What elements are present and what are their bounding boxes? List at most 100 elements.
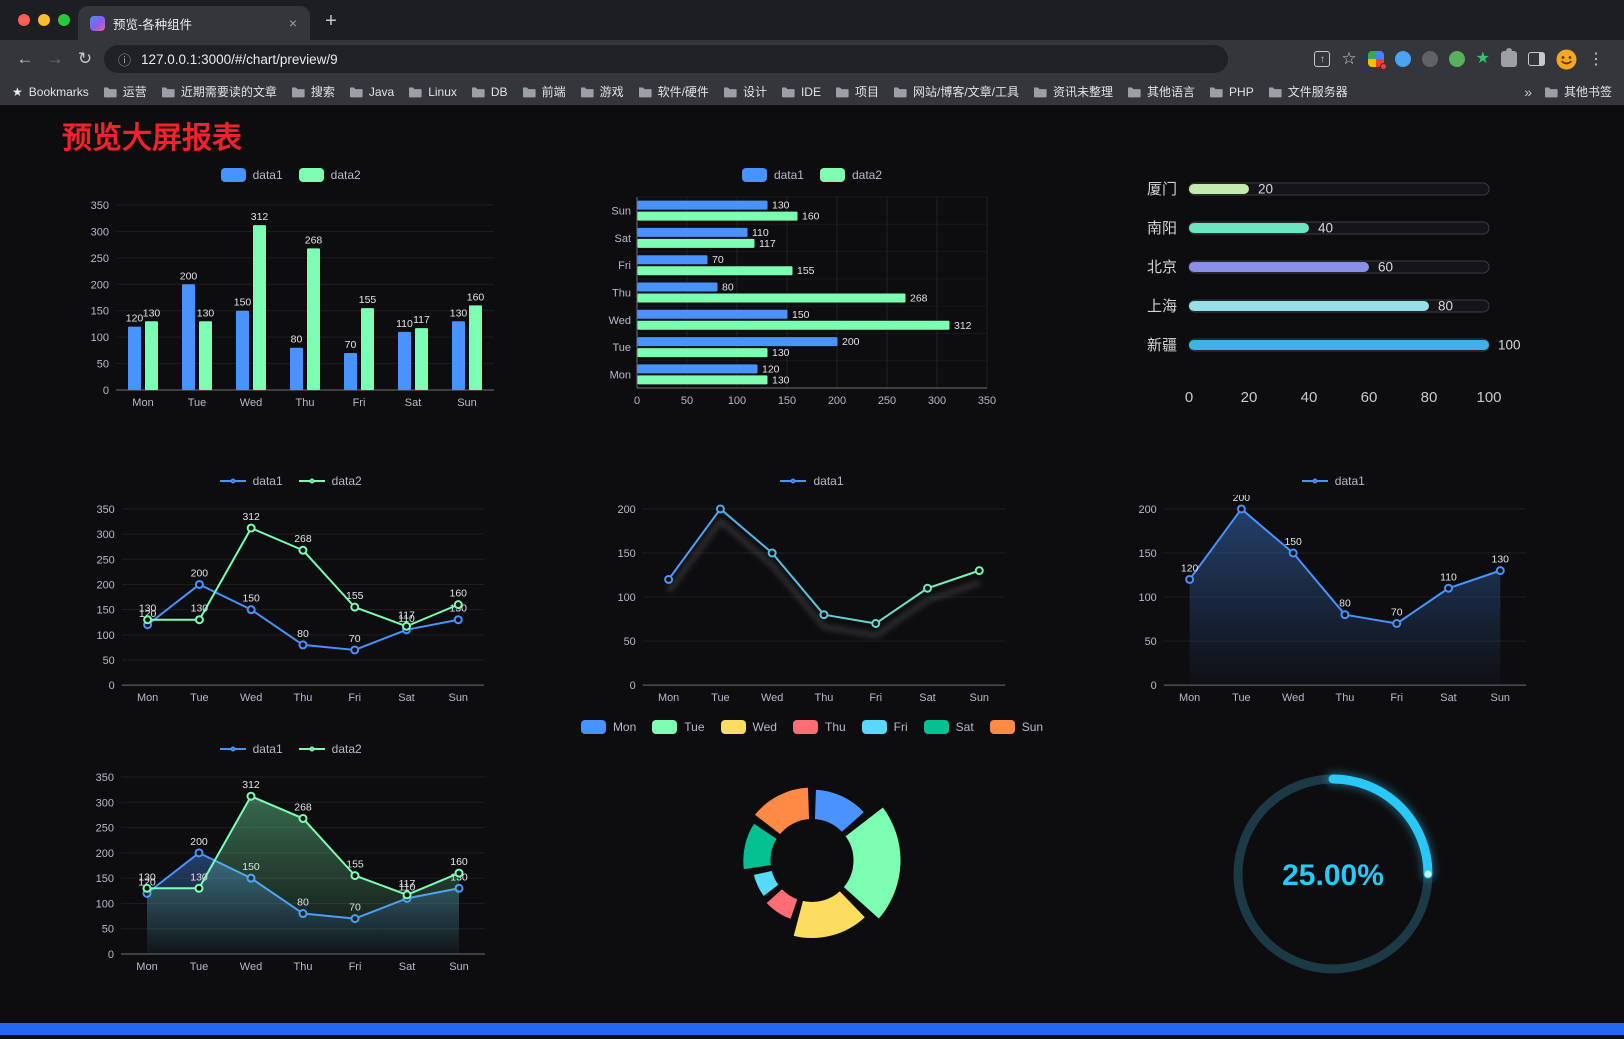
bookmark-folder-item[interactable]: IDE — [781, 83, 821, 100]
svg-text:0: 0 — [634, 395, 640, 407]
legend-marker-icon — [792, 720, 818, 734]
bookmark-folder-item[interactable]: 网站/博客/文章/工具 — [893, 83, 1019, 100]
chart-rose-pie: Mon Tue Wed Thu Fri Sat Sun — [551, 709, 1072, 1039]
svg-text:50: 50 — [681, 395, 693, 407]
legend-item-data1[interactable]: data1 — [780, 474, 844, 488]
chart-legend: data1 — [780, 471, 844, 491]
bookmark-folder-item[interactable]: 运营 — [103, 83, 147, 100]
svg-text:Thu: Thu — [612, 288, 631, 300]
bookmark-label: 近期需要读的文章 — [180, 85, 277, 99]
svg-text:150: 150 — [95, 873, 113, 885]
dark-circle-extension-icon[interactable] — [1421, 51, 1438, 67]
other-bookmarks-folder[interactable]: 其他书签 — [1544, 83, 1612, 100]
legend-item-Sun[interactable]: Sun — [989, 720, 1043, 734]
sidebar-toggle-icon[interactable] — [1528, 52, 1545, 66]
legend-marker-icon — [298, 746, 325, 752]
legend-item-data1[interactable]: data1 — [219, 474, 283, 488]
svg-text:110: 110 — [398, 614, 415, 625]
bookmark-label: Bookmarks — [28, 84, 89, 99]
forward-button[interactable]: → — [46, 49, 64, 68]
legend-marker-icon — [923, 720, 949, 734]
svg-text:130: 130 — [772, 347, 790, 359]
url-text: 127.0.0.1:3000/#/chart/preview/9 — [141, 51, 338, 67]
toolbar-right-icons: ↑ ☆ ★ ⋮ — [1314, 48, 1614, 70]
browser-tab[interactable]: 预览-各种组件 × — [78, 6, 310, 40]
menu-icon[interactable]: ⋮ — [1588, 51, 1604, 68]
address-bar[interactable]: ⓘ 127.0.0.1:3000/#/chart/preview/9 — [104, 45, 1228, 73]
bookmark-folder-item[interactable]: 其他语言 — [1127, 83, 1195, 100]
folder-icon — [1210, 87, 1223, 97]
legend-item-data1[interactable]: data1 — [1301, 474, 1365, 488]
svg-text:Wed: Wed — [239, 961, 261, 973]
folder-icon — [409, 87, 422, 97]
extensions-puzzle-icon[interactable] — [1501, 48, 1517, 67]
bookmarks-right: » 其他书签 — [1524, 83, 1612, 100]
svg-text:250: 250 — [90, 253, 108, 265]
share-icon[interactable]: ↑ — [1314, 51, 1331, 67]
legend-item-Thu[interactable]: Thu — [792, 720, 846, 734]
bookmark-folder-item[interactable]: 资讯未整理 — [1033, 83, 1113, 100]
svg-text:160: 160 — [802, 211, 820, 223]
bookmarks-overflow-chevron[interactable]: » — [1524, 83, 1532, 100]
site-info-icon[interactable]: ⓘ — [118, 52, 132, 68]
maximize-window-button[interactable] — [58, 14, 70, 26]
bookmark-label: IDE — [800, 84, 821, 99]
svg-text:Sun: Sun — [448, 692, 467, 704]
legend-item-Sat[interactable]: Sat — [923, 720, 974, 734]
profile-avatar[interactable] — [1556, 49, 1577, 70]
legend-item-Wed[interactable]: Wed — [720, 720, 777, 734]
close-window-button[interactable] — [18, 14, 30, 26]
bookmark-folder-item[interactable]: 文件服务器 — [1268, 83, 1348, 100]
legend-item-data1[interactable]: data1 — [741, 168, 804, 182]
svg-text:Thu: Thu — [295, 397, 314, 409]
legend-marker-icon — [989, 720, 1015, 734]
svg-text:0: 0 — [108, 680, 114, 692]
svg-text:155: 155 — [346, 859, 364, 871]
bookmark-folder-item[interactable]: Java — [349, 83, 394, 100]
legend-item-Fri[interactable]: Fri — [861, 720, 908, 734]
svg-text:100: 100 — [90, 332, 108, 344]
svg-text:155: 155 — [358, 294, 376, 306]
bookmark-folder-item[interactable]: 游戏 — [580, 83, 624, 100]
legend-item-data2[interactable]: data2 — [298, 474, 362, 488]
svg-text:250: 250 — [95, 823, 113, 835]
grid-extension-icon[interactable] — [1367, 51, 1387, 70]
legend-item-data2[interactable]: data2 — [819, 168, 882, 182]
bookmark-star-icon[interactable]: ☆ — [1341, 49, 1357, 68]
legend-item-data1[interactable]: data1 — [220, 168, 283, 182]
legend-item-Tue[interactable]: Tue — [652, 720, 705, 734]
bookmark-folder-item[interactable]: DB — [471, 83, 508, 100]
green-circle-extension-icon[interactable] — [1448, 51, 1465, 67]
svg-text:312: 312 — [242, 779, 260, 791]
bookmark-folder-item[interactable]: 项目 — [835, 83, 879, 100]
drop-extension-icon[interactable] — [1394, 51, 1411, 67]
legend-label: Fri — [893, 720, 908, 734]
svg-text:100: 100 — [95, 898, 113, 910]
legend-item-data1[interactable]: data1 — [219, 742, 283, 756]
bookmark-folder-item[interactable]: 近期需要读的文章 — [161, 83, 277, 100]
back-button[interactable]: ← — [16, 49, 34, 68]
bookmark-folder-item[interactable]: 设计 — [723, 83, 767, 100]
legend-marker-icon — [298, 168, 324, 182]
bookmark-folder-item[interactable]: 搜索 — [291, 83, 335, 100]
svg-text:Tue: Tue — [190, 692, 208, 704]
bookmark-folder-item[interactable]: Linux — [408, 83, 457, 100]
legend-item-data2[interactable]: data2 — [298, 168, 361, 182]
new-tab-button[interactable]: + — [325, 9, 337, 32]
legend-marker-icon — [861, 720, 887, 734]
legend-item-Mon[interactable]: Mon — [580, 720, 636, 734]
bookmark-folder-item[interactable]: 软件/硬件 — [638, 83, 709, 100]
tab-close-icon[interactable]: × — [288, 15, 298, 31]
reload-button[interactable]: ↻ — [77, 49, 93, 68]
svg-text:Tue: Tue — [187, 397, 206, 409]
bookmark-folder-item[interactable]: 前端 — [522, 83, 566, 100]
green-star-extension-icon[interactable]: ★ — [1475, 50, 1490, 67]
chart-legend: data1 — [1301, 471, 1365, 491]
bookmarks-manager-item[interactable]: ★ Bookmarks — [12, 85, 89, 99]
bookmark-folder-item[interactable]: PHP — [1209, 83, 1254, 100]
legend-item-data2[interactable]: data2 — [298, 742, 362, 756]
svg-text:160: 160 — [449, 589, 467, 600]
svg-text:70: 70 — [1391, 607, 1403, 618]
minimize-window-button[interactable] — [38, 14, 50, 26]
